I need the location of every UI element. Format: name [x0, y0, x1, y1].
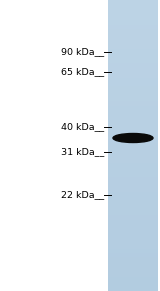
Text: 22 kDa__: 22 kDa__: [61, 191, 104, 200]
Text: 40 kDa__: 40 kDa__: [61, 123, 104, 132]
Text: 65 kDa__: 65 kDa__: [61, 68, 104, 77]
Ellipse shape: [113, 134, 153, 143]
Text: 90 kDa__: 90 kDa__: [61, 47, 104, 56]
Text: 31 kDa__: 31 kDa__: [61, 148, 104, 157]
